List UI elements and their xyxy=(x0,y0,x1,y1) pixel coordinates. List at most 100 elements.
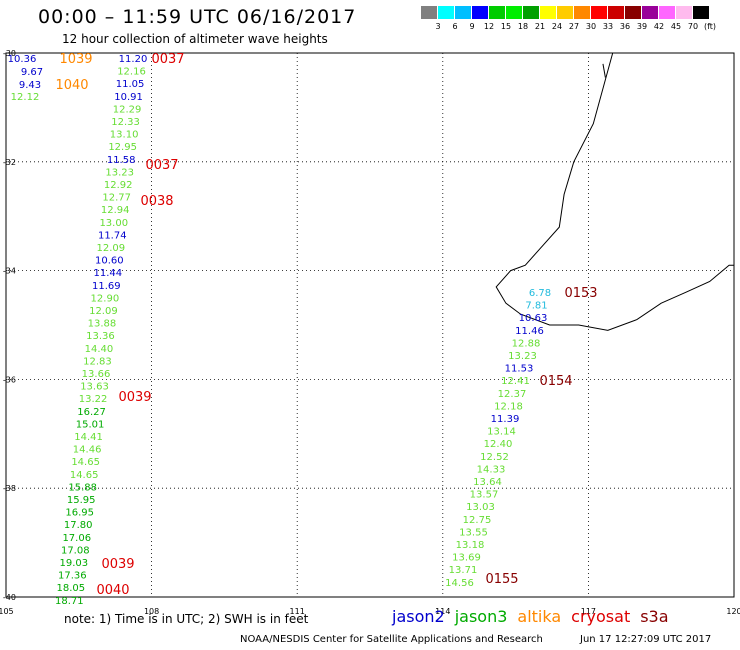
longitude-label: 105 xyxy=(0,607,14,616)
color-scale-swatch xyxy=(574,6,590,19)
color-scale-label: 15 xyxy=(500,22,512,31)
color-scale-label: 3 xyxy=(435,22,441,31)
pass-time-label: 1040 xyxy=(55,78,88,93)
legend-entry-altika: altika xyxy=(517,607,562,626)
pass-time-label: 0038 xyxy=(140,194,173,209)
color-scale-swatch xyxy=(438,6,454,19)
pass-time-label: 0039 xyxy=(101,557,134,572)
wave-height-label: 11.44 xyxy=(94,268,123,279)
color-scale-label: 42 xyxy=(653,22,665,31)
wave-height-label: 13.64 xyxy=(473,477,502,488)
color-scale-label: 6 xyxy=(452,22,458,31)
wave-height-label: 12.33 xyxy=(111,117,140,128)
wave-height-label: 10.60 xyxy=(95,256,124,267)
credit-line: NOAA/NESDIS Center for Satellite Applica… xyxy=(240,634,543,645)
wave-height-label: 10.63 xyxy=(519,313,548,324)
wave-height-label: 12.37 xyxy=(498,389,527,400)
pass-time-label: 0037 xyxy=(145,158,178,173)
longitude-label: 114 xyxy=(435,607,450,616)
wave-height-label: 13.69 xyxy=(452,553,481,564)
wave-height-label: 11.69 xyxy=(92,281,121,292)
latitude-label: -30 xyxy=(3,49,16,58)
color-scale-label: 30 xyxy=(585,22,597,31)
pass-time-label: 0153 xyxy=(564,286,597,301)
wave-height-label: 13.66 xyxy=(82,369,111,380)
footer-note: note: 1) Time is in UTC; 2) SWH is in fe… xyxy=(64,612,309,626)
wave-height-label: 12.92 xyxy=(104,180,133,191)
wave-height-label: 12.90 xyxy=(91,293,120,304)
page-subtitle: 12 hour collection of altimeter wave hei… xyxy=(62,32,328,46)
color-scale-unit: (ft) xyxy=(703,22,717,31)
page-title: 00:00 – 11:59 UTC 06/16/2017 xyxy=(38,6,357,28)
longitude-label: 108 xyxy=(144,607,159,616)
color-scale-label: 12 xyxy=(483,22,495,31)
wave-height-label: 6.78 xyxy=(529,288,551,299)
color-scale-label: 9 xyxy=(469,22,475,31)
wave-height-label: 11.39 xyxy=(491,414,520,425)
legend-entry-jason3: jason3 xyxy=(454,607,508,626)
wave-height-label: 15.01 xyxy=(76,419,105,430)
pass-time-label: 0040 xyxy=(96,583,129,598)
wave-height-label: 16.95 xyxy=(65,508,94,519)
color-scale-swatch xyxy=(608,6,624,19)
color-scale-swatch xyxy=(472,6,488,19)
pass-time-label: 0154 xyxy=(539,374,572,389)
latitude-label: -34 xyxy=(3,267,16,276)
wave-height-label: 14.65 xyxy=(71,457,100,468)
map-frame xyxy=(5,52,735,598)
color-scale-swatch xyxy=(625,6,641,19)
color-scale-swatch xyxy=(642,6,658,19)
pass-time-label: 0155 xyxy=(485,572,518,587)
wave-height-label: 13.03 xyxy=(466,502,495,513)
wave-height-label: 13.23 xyxy=(508,351,537,362)
wave-height-label: 12.95 xyxy=(108,142,137,153)
color-scale-swatch xyxy=(659,6,675,19)
legend-entry-cryosat: cryosat xyxy=(571,607,631,626)
pass-time-label: 0039 xyxy=(118,390,151,405)
wave-height-label: 14.40 xyxy=(85,344,114,355)
wave-height-label: 15.88 xyxy=(68,482,97,493)
longitude-label: 120 xyxy=(726,607,740,616)
satellite-legend: jason2 jason3 altika cryosat s3a xyxy=(392,607,679,626)
wave-height-label: 11.58 xyxy=(107,155,136,166)
color-scale-label: 24 xyxy=(551,22,563,31)
wave-height-label: 13.55 xyxy=(459,527,488,538)
wave-height-label: 11.53 xyxy=(505,364,534,375)
wave-height-label: 10.91 xyxy=(114,92,143,103)
wave-height-label: 12.52 xyxy=(480,452,509,463)
wave-height-label: 18.71 xyxy=(55,596,84,607)
color-scale-label: 33 xyxy=(602,22,614,31)
wave-height-label: 11.20 xyxy=(119,54,148,65)
longitude-label: 111 xyxy=(290,607,305,616)
wave-height-label: 13.10 xyxy=(110,130,139,141)
wave-height-label: 12.09 xyxy=(96,243,125,254)
wave-height-label: 9.67 xyxy=(21,67,43,78)
wave-height-label: 13.14 xyxy=(487,427,516,438)
color-scale-swatch xyxy=(557,6,573,19)
wave-height-label: 9.43 xyxy=(19,80,41,91)
color-scale-label: 36 xyxy=(619,22,631,31)
wave-height-label: 13.36 xyxy=(86,331,115,342)
wave-height-label: 12.09 xyxy=(89,306,118,317)
color-scale-swatch xyxy=(676,6,692,19)
wave-height-label: 7.81 xyxy=(525,301,547,312)
color-scale-label: 27 xyxy=(568,22,580,31)
wave-height-label: 13.23 xyxy=(105,167,134,178)
legend-entry-s3a: s3a xyxy=(640,607,669,626)
wave-height-label: 18.05 xyxy=(57,583,86,594)
wave-height-label: 13.22 xyxy=(79,394,108,405)
wave-height-label: 12.18 xyxy=(494,401,523,412)
color-scale-label: 45 xyxy=(670,22,682,31)
wave-height-label: 17.36 xyxy=(58,571,87,582)
wave-height-label: 19.03 xyxy=(59,558,88,569)
wave-height-label: 12.29 xyxy=(113,104,142,115)
wave-height-label: 12.77 xyxy=(102,193,131,204)
latitude-label: -32 xyxy=(3,158,16,167)
generation-timestamp: Jun 17 12:27:09 UTC 2017 xyxy=(580,634,712,645)
latitude-label: -40 xyxy=(3,593,16,602)
wave-height-label: 17.80 xyxy=(64,520,93,531)
color-scale-swatch xyxy=(523,6,539,19)
island-outline xyxy=(602,63,606,78)
wave-height-label: 14.33 xyxy=(477,464,506,475)
